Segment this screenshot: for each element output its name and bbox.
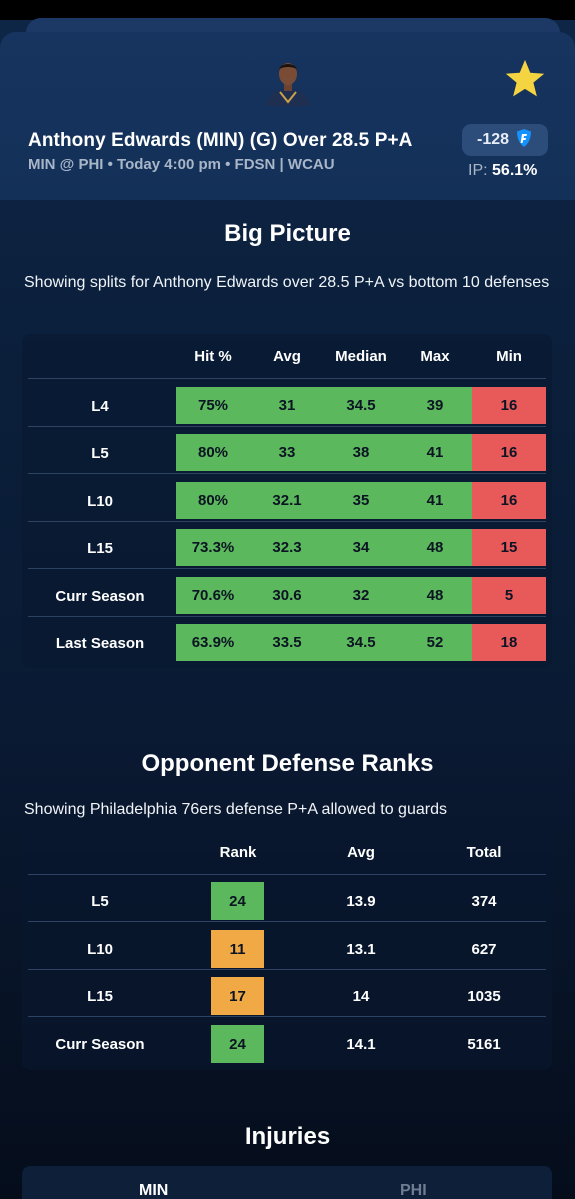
implied-probability: IP: 56.1% [468,162,538,179]
row-label: L4 [91,398,109,415]
column-header: Min [496,348,522,365]
hit-pct-cell: 80% [176,434,250,471]
min-cell: 16 [472,482,546,519]
row-divider [28,616,546,617]
total-cell: 627 [471,941,497,958]
avg-cell: 13.9 [346,893,376,910]
median-cell: 32 [324,577,398,614]
avg-cell: 30.6 [250,577,324,614]
column-header: Total [466,844,502,861]
median-cell: 34.5 [324,387,398,424]
table-row[interactable]: 70.6% 30.6 32 48 5 [176,577,546,614]
hit-pct-cell: 63.9% [176,624,250,661]
avg-cell: 31 [250,387,324,424]
column-header: Avg [347,844,375,861]
big-picture-title: Big Picture [224,220,351,247]
avg-cell: 32.1 [250,482,324,519]
min-cell: 16 [472,434,546,471]
row-label: Curr Season [55,588,145,605]
player-avatar [262,58,314,106]
avg-cell: 14 [352,988,370,1005]
row-divider [28,426,546,427]
star-icon[interactable] [503,58,547,100]
avg-cell: 13.1 [346,941,376,958]
prop-header-card[interactable] [0,32,575,200]
row-divider [28,921,546,922]
min-cell: 18 [472,624,546,661]
max-cell: 41 [398,434,472,471]
injuries-title: Injuries [244,1123,331,1150]
row-label: L10 [87,493,113,510]
table-row[interactable]: 75% 31 34.5 39 16 [176,387,546,424]
row-label: Curr Season [55,1036,145,1053]
row-divider [28,521,546,522]
max-cell: 48 [398,529,472,566]
row-divider [28,1016,546,1017]
opponent-defense-title: Opponent Defense Ranks [141,750,434,777]
odds-value: -128 [476,131,510,148]
injuries-tabs: MIN PHI [22,1166,552,1199]
row-label: L5 [91,893,109,910]
avg-cell: 14.1 [346,1036,376,1053]
min-cell: 16 [472,387,546,424]
max-cell: 39 [398,387,472,424]
hit-pct-cell: 73.3% [176,529,250,566]
rank-cell: 24 [211,1025,264,1063]
total-cell: 1035 [467,988,501,1005]
tab-phi[interactable]: PHI [400,1182,427,1199]
max-cell: 48 [398,577,472,614]
median-cell: 35 [324,482,398,519]
avg-cell: 33 [250,434,324,471]
avg-cell: 33.5 [250,624,324,661]
row-label: Last Season [55,635,145,652]
table-row[interactable]: 80% 33 38 41 16 [176,434,546,471]
row-divider [28,568,546,569]
odds-button[interactable]: -128 [462,124,548,156]
game-info: MIN @ PHI • Today 4:00 pm • FDSN | WCAU [28,156,335,173]
row-label: L15 [87,988,113,1005]
row-label: L15 [87,540,113,557]
big-picture-description: Showing splits for Anthony Edwards over … [24,274,550,291]
min-cell: 15 [472,529,546,566]
row-divider [28,874,546,875]
min-cell: 5 [472,577,546,614]
column-header: Rank [219,844,257,861]
row-divider [28,473,546,474]
status-bar [0,0,575,20]
row-divider [28,378,546,379]
hit-pct-cell: 80% [176,482,250,519]
column-header: Avg [273,348,301,365]
avg-cell: 32.3 [250,529,324,566]
row-label: L10 [87,941,113,958]
median-cell: 34 [324,529,398,566]
row-label: L5 [91,445,109,462]
table-row[interactable]: 80% 32.1 35 41 16 [176,482,546,519]
opponent-defense-description: Showing Philadelphia 76ers defense P+A a… [24,801,447,818]
column-header: Median [335,348,387,365]
max-cell: 41 [398,482,472,519]
fanduel-shield-icon [515,128,533,153]
hit-pct-cell: 75% [176,387,250,424]
column-header: Max [420,348,450,365]
total-cell: 374 [471,893,497,910]
rank-cell: 17 [211,977,264,1015]
median-cell: 34.5 [324,624,398,661]
column-header: Hit % [194,348,232,365]
rank-cell: 24 [211,882,264,920]
defense-table [22,830,552,1070]
median-cell: 38 [324,434,398,471]
prop-title: Anthony Edwards (MIN) (G) Over 28.5 P+A [28,130,413,151]
table-row[interactable]: 63.9% 33.5 34.5 52 18 [176,624,546,661]
table-row[interactable]: 73.3% 32.3 34 48 15 [176,529,546,566]
total-cell: 5161 [467,1036,501,1053]
tab-min[interactable]: MIN [139,1182,169,1199]
row-divider [28,969,546,970]
max-cell: 52 [398,624,472,661]
rank-cell: 11 [211,930,264,968]
hit-pct-cell: 70.6% [176,577,250,614]
